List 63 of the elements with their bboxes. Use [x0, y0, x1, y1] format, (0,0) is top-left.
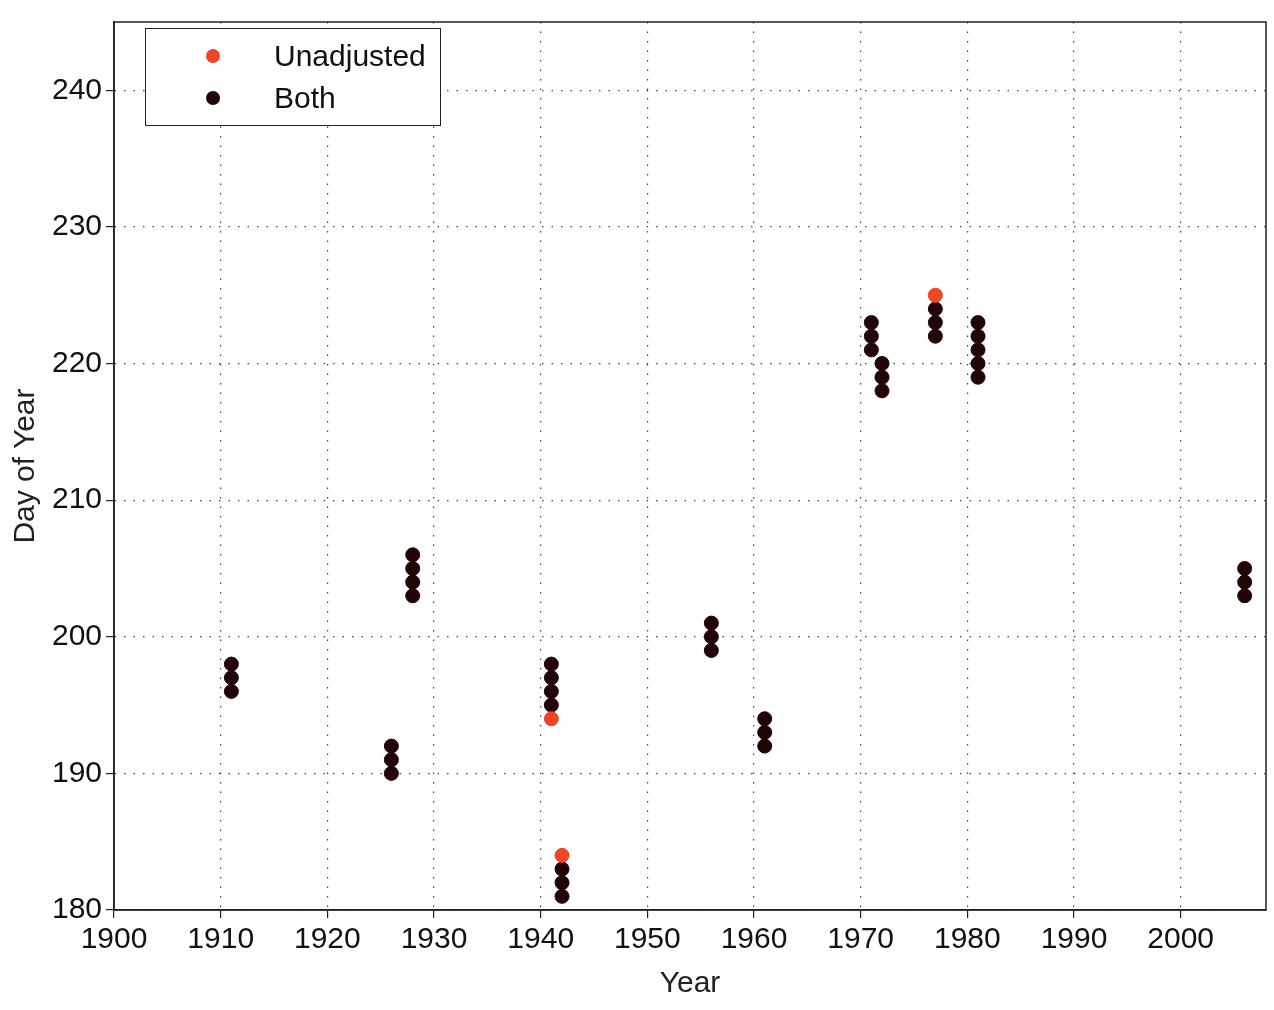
point: [703, 629, 719, 645]
y-axis-title: Day of Year: [7, 388, 41, 544]
point: [383, 752, 399, 768]
point: [970, 369, 986, 385]
point: [543, 697, 559, 713]
point: [927, 287, 943, 303]
point: [703, 642, 719, 658]
point: [543, 683, 559, 699]
point: [863, 328, 879, 344]
point: [970, 356, 986, 372]
legend-label: Both: [274, 81, 336, 114]
point: [970, 315, 986, 331]
point: [757, 738, 773, 754]
point: [1237, 574, 1253, 590]
point: [927, 328, 943, 344]
point: [405, 560, 421, 576]
y-tick-label: 210: [51, 481, 103, 515]
point: [757, 711, 773, 727]
x-tick-label: 1960: [720, 921, 788, 955]
point: [554, 875, 570, 891]
point: [1237, 588, 1253, 604]
point: [757, 724, 773, 740]
point: [405, 588, 421, 604]
x-tick-label: 1980: [933, 921, 1001, 955]
y-tick-label: 240: [51, 71, 103, 105]
point: [874, 369, 890, 385]
point: [863, 315, 879, 331]
point: [970, 342, 986, 358]
x-tick-label: 1910: [187, 921, 255, 955]
point: [927, 301, 943, 317]
x-tick-label: 1920: [294, 921, 361, 955]
y-tick-label: 220: [51, 344, 103, 378]
point: [405, 547, 421, 563]
point: [874, 356, 890, 372]
point: [223, 670, 239, 686]
x-tick-label: 2000: [1147, 921, 1215, 955]
y-tick-label: 190: [51, 754, 103, 788]
point: [554, 861, 570, 877]
point: [383, 765, 399, 781]
point: [1237, 560, 1253, 576]
point: [405, 574, 421, 590]
point: [223, 683, 239, 699]
point: [543, 670, 559, 686]
point: [543, 711, 559, 727]
x-tick-label: 1990: [1040, 921, 1108, 955]
point: [927, 315, 943, 331]
point: [970, 328, 986, 344]
point: [383, 738, 399, 754]
point: [554, 888, 570, 904]
point: [874, 383, 890, 399]
y-tick-label: 200: [51, 618, 103, 652]
y-tick-label: 230: [51, 208, 103, 242]
x-tick-label: 1970: [827, 921, 895, 955]
x-tick-label: 1950: [613, 921, 681, 955]
x-tick-label: 1940: [507, 921, 575, 955]
point: [223, 656, 239, 672]
legend-label: Unadjusted: [274, 39, 426, 72]
point: [554, 847, 570, 863]
point: [703, 615, 719, 631]
point: [863, 342, 879, 358]
x-axis-title: Year: [659, 965, 721, 999]
x-tick-label: 1930: [400, 921, 468, 955]
point: [543, 656, 559, 672]
